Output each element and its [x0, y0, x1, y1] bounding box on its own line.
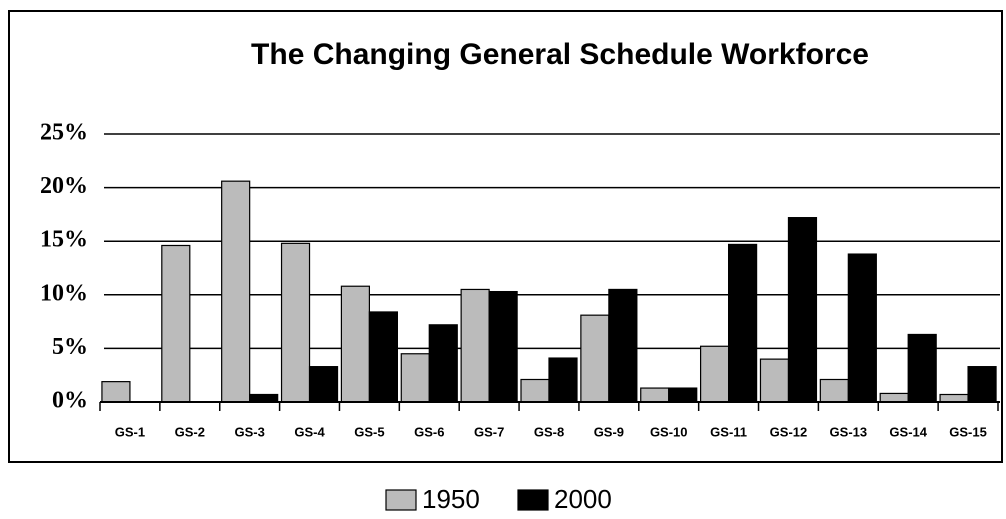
y-tick-label: 10% [40, 280, 88, 306]
legend-swatch [517, 489, 549, 511]
x-tick-label: GS-6 [414, 424, 444, 439]
bar [340, 285, 370, 403]
bar [879, 392, 909, 403]
bar [400, 353, 430, 403]
bar [520, 378, 550, 403]
y-tick-label: 20% [40, 173, 88, 199]
x-tick-label: GS-3 [234, 424, 264, 439]
bar [787, 217, 818, 403]
x-tick-label: GS-13 [830, 424, 868, 439]
bar [608, 288, 638, 403]
x-tick-label: GS-7 [474, 424, 504, 439]
bar [221, 180, 251, 403]
y-tick-label: 15% [40, 227, 88, 253]
bar [368, 311, 398, 403]
bar [308, 366, 339, 403]
x-tick-label: GS-11 [710, 424, 747, 439]
x-tick-label: GS-10 [650, 424, 688, 439]
bar [101, 381, 131, 403]
bar [428, 324, 458, 403]
chart-title: The Changing General Schedule Workforce [251, 38, 869, 71]
x-tick-label: GS-5 [354, 424, 384, 439]
bar [699, 345, 730, 403]
y-tick-label: 25% [40, 120, 88, 146]
x-tick-label: GS-12 [770, 424, 808, 439]
y-tick-label: 5% [52, 334, 88, 360]
bar [668, 387, 698, 403]
bar [488, 290, 518, 403]
x-tick-label: GS-4 [294, 424, 325, 439]
chart-frame [8, 10, 1003, 463]
x-tick-label: GS-14 [889, 424, 927, 439]
bar [907, 333, 937, 403]
bar [819, 378, 849, 403]
bar [847, 253, 877, 403]
x-tick-label: GS-9 [594, 424, 624, 439]
y-tick-label: 0% [52, 388, 88, 414]
legend-label: 2000 [554, 484, 612, 514]
bar [727, 243, 758, 403]
x-tick-label: GS-8 [534, 424, 564, 439]
legend-label: 1950 [422, 484, 480, 514]
bar [759, 358, 790, 403]
bar [460, 288, 490, 403]
x-tick-label: GS-1 [115, 424, 145, 439]
bar [249, 393, 279, 403]
bar [580, 314, 610, 403]
bar [967, 366, 997, 403]
bar [548, 357, 578, 403]
bar [640, 387, 670, 403]
bar [939, 393, 969, 403]
bar [280, 242, 311, 403]
x-tick-label: GS-15 [949, 424, 987, 439]
bar [161, 244, 191, 403]
x-tick-label: GS-2 [175, 424, 205, 439]
legend-swatch [385, 489, 417, 511]
